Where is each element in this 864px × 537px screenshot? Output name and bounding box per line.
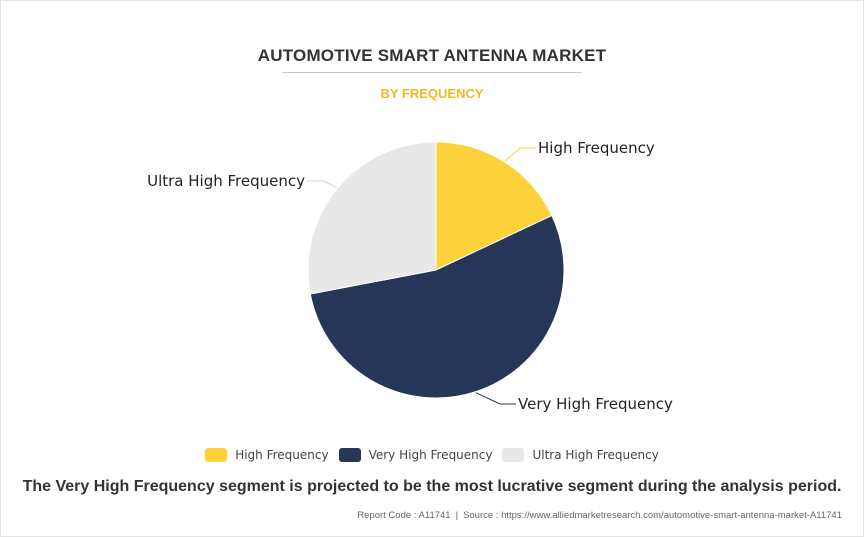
- title-divider: [282, 72, 582, 73]
- legend-label: High Frequency: [235, 448, 329, 462]
- footer-separator: |: [455, 510, 459, 521]
- legend-label: Very High Frequency: [368, 448, 493, 462]
- legend-item-ultra-high-frequency[interactable]: Ultra High Frequency: [502, 448, 659, 462]
- pie-slice-very-high-frequency[interactable]: [309, 214, 565, 399]
- pie-slice-ultra-high-frequency[interactable]: [307, 141, 437, 295]
- chart-subtitle: BY FREQUENCY: [380, 86, 484, 101]
- pie-labels: High Frequency Very High Frequency Ultra H…: [147, 139, 673, 413]
- pie-leader-lines: [307, 147, 536, 405]
- pie-slice-high-frequency[interactable]: [435, 141, 553, 271]
- chart-legend: High Frequency Very High Frequency Ultra…: [0, 448, 864, 462]
- chart-footer: Report Code : A11741 | Source : https://ww…: [357, 510, 842, 521]
- pie-label-ultra-high-frequency: Ultra High Frequency: [147, 172, 305, 190]
- chart-title: AUTOMOTIVE SMART ANTENNA MARKET: [257, 46, 607, 65]
- legend-swatch: [338, 448, 361, 462]
- legend-label: Ultra High Frequency: [532, 448, 659, 462]
- legend-item-very-high-frequency[interactable]: Very High Frequency: [338, 448, 493, 462]
- report-code: Report Code : A11741: [357, 510, 451, 521]
- pie-label-very-high-frequency: Very High Frequency: [518, 395, 673, 413]
- legend-swatch: [502, 448, 525, 462]
- leader-line: [307, 180, 337, 189]
- source-link[interactable]: Source : https://www.alliedmarketresearc…: [463, 510, 842, 521]
- legend-item-high-frequency[interactable]: High Frequency: [205, 448, 329, 462]
- pie-label-high-frequency: High Frequency: [538, 139, 655, 157]
- leader-line: [475, 392, 516, 405]
- chart-caption: The Very High Frequency segment is proje…: [22, 478, 842, 495]
- pie-slices: [307, 141, 565, 399]
- legend-swatch: [205, 448, 228, 462]
- leader-line: [504, 147, 536, 162]
